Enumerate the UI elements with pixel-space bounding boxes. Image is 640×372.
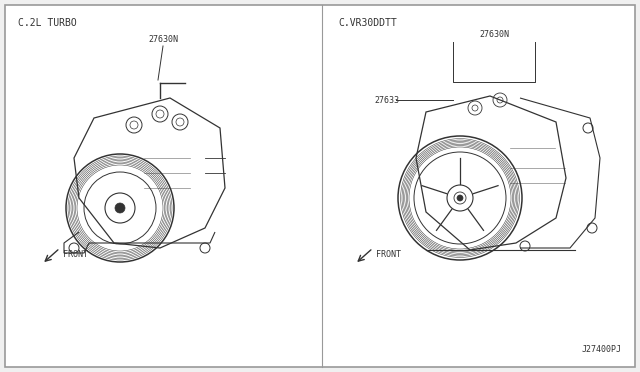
- Circle shape: [457, 195, 463, 201]
- Text: 27630N: 27630N: [148, 35, 178, 44]
- Text: 27633: 27633: [374, 96, 399, 105]
- Text: C.2L TURBO: C.2L TURBO: [18, 18, 77, 28]
- Text: FRONT: FRONT: [376, 250, 401, 259]
- Text: FRONT: FRONT: [63, 250, 88, 259]
- Text: C.VR30DDTT: C.VR30DDTT: [338, 18, 397, 28]
- Text: 27630N: 27630N: [479, 30, 509, 39]
- Text: J27400PJ: J27400PJ: [582, 345, 622, 354]
- Circle shape: [115, 203, 125, 213]
